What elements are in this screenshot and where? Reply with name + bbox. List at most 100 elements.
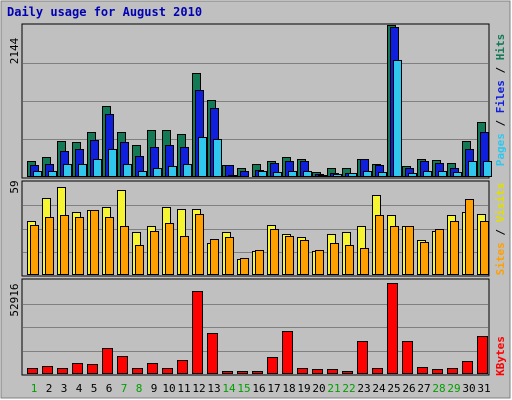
x-tick-label: 9 [151,382,158,395]
bar-kbytes-day-31 [477,336,488,374]
bar-sites-day-22 [345,245,354,275]
x-tick-label: 5 [91,382,98,395]
legend-hits: Hits [494,34,507,61]
x-tick-label: 12 [192,382,205,395]
bar-pages-day-17 [273,172,282,177]
bar-pages-day-27 [423,171,432,177]
bar-sites-day-10 [165,223,174,275]
x-tick-label: 25 [387,382,400,395]
x-tick-label: 23 [357,382,370,395]
x-tick-label: 20 [312,382,325,395]
x-tick-label: 11 [177,382,190,395]
x-tick-label: 3 [61,382,68,395]
x-tick-label: 29 [447,382,460,395]
bar-sites-day-25 [390,226,399,275]
bar-kbytes-day-9 [147,363,158,374]
x-tick-label: 10 [162,382,175,395]
bar-kbytes-day-5 [87,364,98,374]
bar-kbytes-day-17 [267,357,278,374]
bar-pages-day-9 [153,168,162,177]
bar-pages-day-26 [408,173,417,177]
bar-sites-day-21 [330,243,339,275]
bar-kbytes-day-12 [192,291,203,374]
bar-pages-day-25 [393,60,402,177]
legend-right-top: Pages / Files / Hits [494,34,507,167]
bar-sites-day-4 [75,217,84,275]
bar-kbytes-day-22 [342,371,353,374]
x-tick-label: 31 [477,382,490,395]
bar-kbytes-day-10 [162,368,173,374]
bar-kbytes-day-15 [237,371,248,374]
x-tick-label: 4 [76,382,83,395]
bar-sites-day-18 [285,236,294,275]
bar-pages-day-23 [363,171,372,177]
x-tick-label: 24 [372,382,386,395]
x-tick-label: 17 [267,382,280,395]
bar-kbytes-day-27 [417,367,428,374]
x-tick-label: 27 [417,382,430,395]
bar-sites-day-27 [420,242,429,275]
legend-right-middle: Sites / Visits [494,183,507,276]
bar-sites-day-9 [150,231,159,275]
bar-kbytes-day-3 [57,368,68,374]
bar-pages-day-24 [378,172,387,177]
bar-sites-day-14 [225,237,234,275]
legend-kbytes: KBytes [494,336,507,376]
bar-pages-day-3 [63,164,72,177]
bar-pages-day-19 [303,171,312,177]
x-tick-label: 14 [222,382,236,395]
bar-kbytes-day-24 [372,368,383,374]
x-tick-label: 7 [121,382,128,395]
bar-kbytes-day-13 [207,333,218,374]
bar-pages-day-12 [198,137,207,177]
chart-marks [23,25,492,374]
x-tick-label: 22 [342,382,355,395]
bar-pages-day-10 [168,166,177,177]
bar-pages-day-8 [138,171,147,177]
bar-pages-day-5 [93,159,102,177]
bar-kbytes-day-21 [327,369,338,374]
bar-kbytes-day-28 [432,369,443,374]
bar-kbytes-day-30 [462,361,473,374]
legend-files: Files [494,80,507,113]
y-max-label-kbytes: 52916 [8,283,21,316]
x-tick-label: 15 [237,382,250,395]
x-tick-label: 16 [252,382,265,395]
x-tick-label: 13 [207,382,220,395]
bar-sites-day-24 [375,215,384,275]
bar-kbytes-day-7 [117,356,128,374]
y-max-label-visits: 59 [8,180,21,193]
bar-pages-day-2 [48,171,57,177]
x-tick-label: 28 [432,382,445,395]
bar-kbytes-day-25 [387,283,398,374]
bar-kbytes-day-16 [252,371,263,374]
bar-sites-day-6 [105,217,114,275]
x-tick-label: 21 [327,382,340,395]
bar-sites-day-13 [210,239,219,275]
bar-pages-day-13 [213,139,222,177]
bar-kbytes-day-1 [27,368,38,374]
bar-sites-day-15 [240,258,249,275]
bar-kbytes-day-20 [312,369,323,374]
bar-kbytes-day-19 [297,368,308,374]
bar-sites-day-29 [450,221,459,275]
bar-pages-day-1 [33,171,42,177]
y-max-label-hits: 2144 [8,37,21,64]
bar-files-day-14 [225,165,234,177]
legend-visits: Visits [494,183,507,223]
bar-pages-day-14 [228,175,237,177]
bar-pages-day-29 [453,172,462,177]
bar-pages-day-28 [438,171,447,177]
x-tick-label: 2 [46,382,53,395]
bar-kbytes-day-6 [102,348,113,374]
bar-sites-day-28 [435,229,444,275]
bar-pages-day-21 [333,174,342,177]
bar-sites-day-8 [135,245,144,275]
bar-kbytes-day-4 [72,363,83,374]
bar-sites-day-2 [45,217,54,275]
chart-title: Daily usage for August 2010 [7,5,202,19]
legend-pages: Pages [494,133,507,166]
bar-pages-day-30 [468,161,477,177]
bar-sites-day-16 [255,250,264,275]
x-tick-label: 26 [402,382,415,395]
